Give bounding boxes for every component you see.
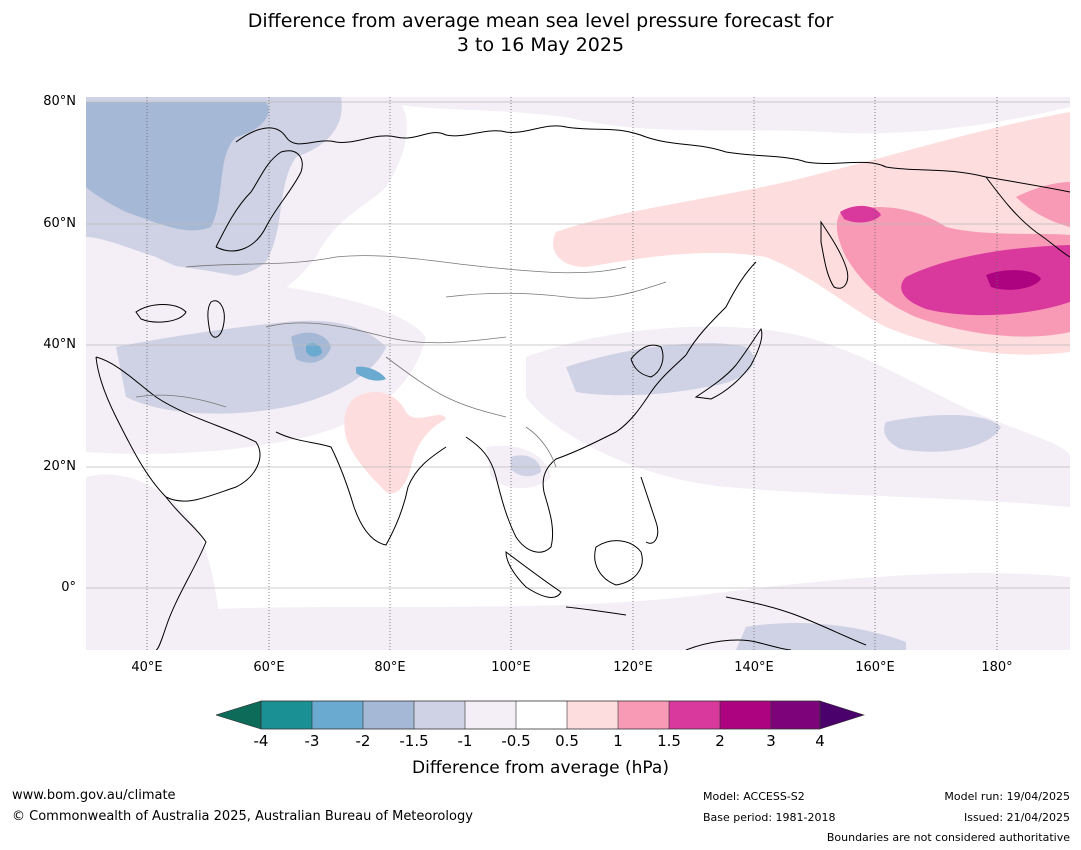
colorbar-tick: 0.5 bbox=[555, 732, 579, 750]
colorbar-outline bbox=[260, 700, 821, 730]
shading-negative-west bbox=[86, 97, 407, 305]
colorbar-bin-n3 bbox=[312, 701, 363, 729]
colorbar-extend-high bbox=[819, 700, 865, 730]
colorbar-tick: -2 bbox=[355, 732, 371, 750]
colorbar-bin-zero bbox=[516, 701, 567, 729]
shading-negative-middle-east bbox=[86, 257, 426, 454]
lon-label-60e: 60°E bbox=[253, 660, 285, 675]
lon-label-120e: 120°E bbox=[613, 660, 653, 675]
footer-url: www.bom.gov.au/climate bbox=[12, 788, 176, 803]
colorbar-tick: 1.5 bbox=[657, 732, 681, 750]
lat-label-80n: 80°N bbox=[43, 94, 76, 109]
footer-copyright: © Commonwealth of Australia 2025, Austra… bbox=[12, 809, 473, 824]
colorbar-bin-n4 bbox=[261, 701, 312, 729]
lon-label-40e: 40°E bbox=[131, 660, 163, 675]
colorbar-bin-n2 bbox=[363, 701, 414, 729]
colorbar-tick: 3 bbox=[766, 732, 776, 750]
map-title-line2: 3 to 16 May 2025 bbox=[456, 34, 625, 56]
colorbar-bin-p2 bbox=[720, 701, 771, 729]
colorbar-tick: 4 bbox=[815, 732, 825, 750]
footer-issued: Issued: 21/04/2025 bbox=[963, 811, 1070, 824]
footer-disclaimer: Boundaries are not considered authoritat… bbox=[826, 831, 1070, 844]
shading-positive-india bbox=[344, 392, 446, 494]
colorbar-bin-p1 bbox=[618, 701, 669, 729]
footer-model: Model: ACCESS-S2 bbox=[703, 790, 805, 803]
colorbar-tick: -3 bbox=[304, 732, 320, 750]
lat-label-20n: 20°N bbox=[43, 459, 76, 474]
lon-label-160e: 160°E bbox=[855, 660, 895, 675]
colorbar-tick: -1.5 bbox=[399, 732, 429, 750]
lon-label-100e: 100°E bbox=[491, 660, 531, 675]
shading-negative-south bbox=[86, 474, 1070, 650]
colorbar-tick: -4 bbox=[253, 732, 269, 750]
map-title-line1: Difference from average mean sea level p… bbox=[247, 10, 834, 32]
map-frame bbox=[86, 97, 1070, 650]
colorbar-tick: 1 bbox=[613, 732, 623, 750]
colorbar-tick: -1 bbox=[457, 732, 473, 750]
colorbar-bin-n15 bbox=[414, 701, 465, 729]
colorbar-tick: 2 bbox=[715, 732, 725, 750]
colorbar-bin-p15 bbox=[669, 701, 720, 729]
borders bbox=[135, 255, 667, 468]
shading-positive-pacific bbox=[553, 112, 1070, 355]
meridians bbox=[146, 97, 998, 650]
colorbar-bin-n1 bbox=[465, 701, 516, 729]
lat-label-0: 0° bbox=[61, 580, 76, 595]
lat-label-60n: 60°N bbox=[43, 216, 76, 231]
lon-label-180: 180° bbox=[981, 660, 1013, 675]
shading-negative-east-asia bbox=[486, 326, 1070, 507]
colorbar-tick: -0.5 bbox=[501, 732, 531, 750]
lat-label-40n: 40°N bbox=[43, 337, 76, 352]
footer-base-period: Base period: 1981-2018 bbox=[703, 811, 836, 824]
lon-label-140e: 140°E bbox=[734, 660, 774, 675]
colorbar bbox=[216, 700, 865, 730]
colorbar-bin-p05 bbox=[567, 701, 618, 729]
colorbar-label: Difference from average (hPa) bbox=[412, 758, 669, 778]
colorbar-extend-low bbox=[216, 700, 262, 730]
map-canvas bbox=[86, 97, 1070, 650]
coastlines bbox=[95, 125, 1070, 650]
colorbar-bin-p3 bbox=[771, 701, 820, 729]
shading-negative-arctic bbox=[386, 97, 1070, 134]
lon-label-80e: 80°E bbox=[374, 660, 406, 675]
footer-model-run: Model run: 19/04/2025 bbox=[944, 790, 1070, 803]
graticule bbox=[86, 101, 1070, 589]
